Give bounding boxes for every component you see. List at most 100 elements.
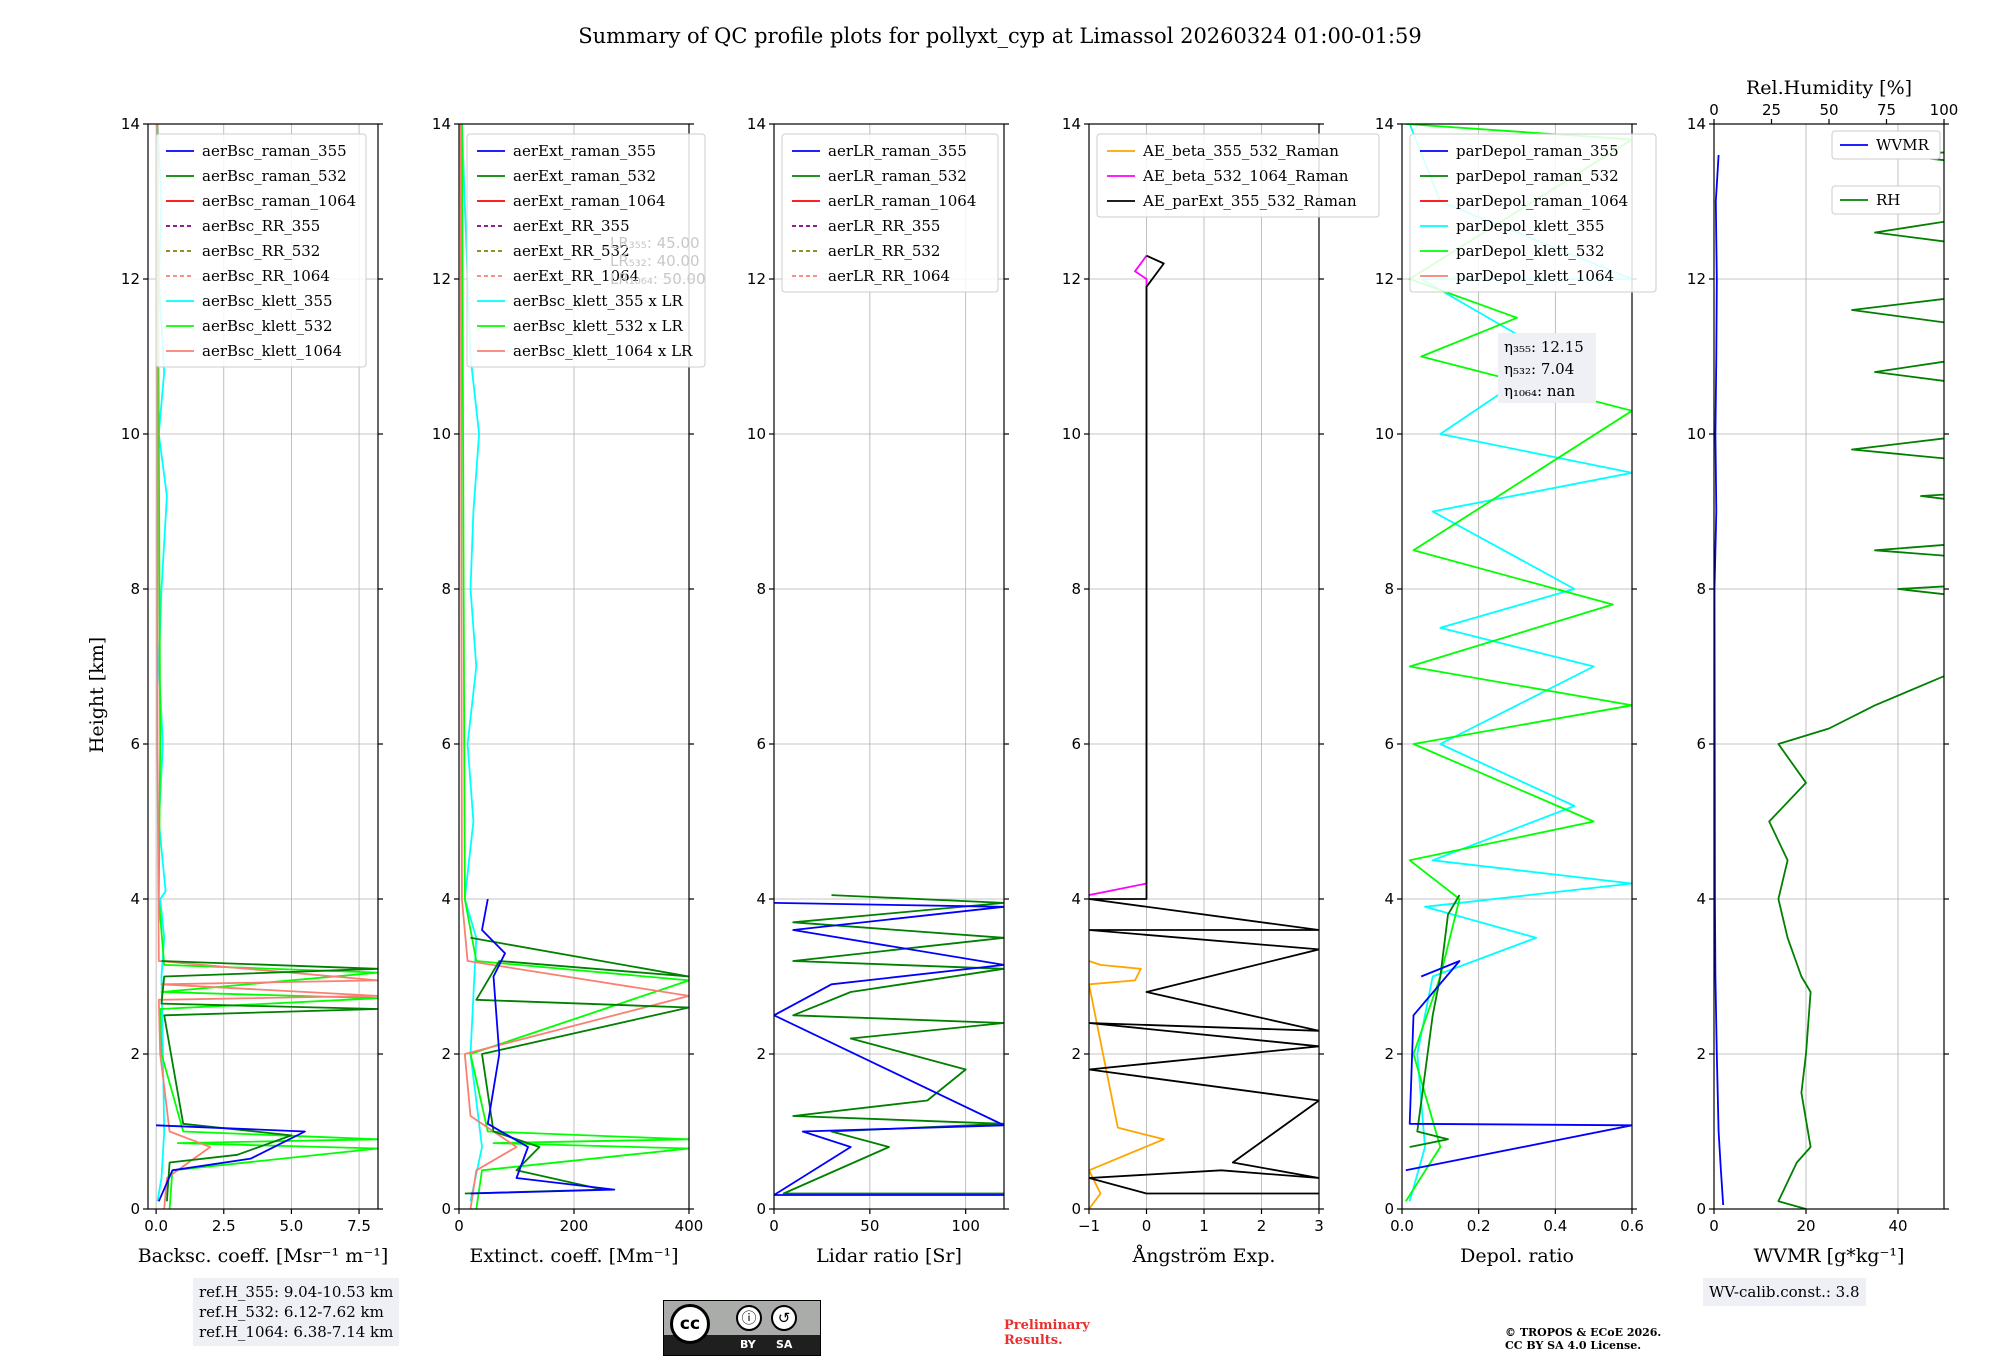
x-tick-label: 0.6 bbox=[1620, 1217, 1644, 1235]
refh-532: ref.H_532: 6.12-7.62 km bbox=[199, 1303, 384, 1321]
axes-frame bbox=[1401, 123, 1633, 1210]
legend-box bbox=[781, 133, 999, 293]
legend: aerExt_raman_355 aerExt_raman_532 aerExt_r… bbox=[466, 133, 706, 368]
eta-label: η₃₅₅: 12.15 bbox=[1504, 338, 1584, 356]
y-tick-label: 12 bbox=[121, 270, 140, 288]
legend-label: aerLR_raman_355 bbox=[828, 142, 967, 160]
x-tick-label: 100 bbox=[951, 1217, 980, 1235]
y-tick-label: 10 bbox=[121, 425, 140, 443]
by-icon: ⓘ bbox=[736, 1305, 762, 1331]
copyright-line-2: CC BY SA 4.0 License. bbox=[1505, 1339, 1642, 1352]
y-tick-label: 4 bbox=[1696, 890, 1706, 908]
series-aerBsc_klett_532 x LR bbox=[461, 124, 689, 1209]
legend-label: RH bbox=[1876, 191, 1900, 209]
y-tick-label: 4 bbox=[1384, 890, 1394, 908]
x-tick-label: 0 bbox=[769, 1217, 779, 1235]
series-AE_beta_355_532_Raman bbox=[1089, 960, 1165, 1209]
y-tick-label: 8 bbox=[441, 580, 451, 598]
lr-annotation: LR₃₅₅: 45.00 bbox=[610, 234, 700, 252]
series-group bbox=[1089, 254, 1319, 1209]
series-group bbox=[459, 124, 689, 1209]
legend-label: aerBsc_klett_532 x LR bbox=[513, 317, 684, 335]
legend-label: aerBsc_klett_532 bbox=[202, 317, 333, 335]
legend-label: aerBsc_raman_355 bbox=[202, 142, 347, 160]
y-tick-label: 12 bbox=[432, 270, 451, 288]
series-aerBsc_klett_1064 bbox=[156, 124, 378, 1209]
legend-box bbox=[155, 133, 367, 368]
axes-frame bbox=[147, 123, 379, 1210]
series-parDepol_raman_355 bbox=[1405, 960, 1632, 1172]
cc-sa-label: SA bbox=[776, 1338, 793, 1351]
x-tick-label: 2 bbox=[1257, 1217, 1267, 1235]
legend-label: AE_beta_532_1064_Raman bbox=[1142, 167, 1349, 185]
series-aerBsc_raman_532 bbox=[160, 960, 378, 1202]
y-tick-label: 0 bbox=[1071, 1200, 1081, 1218]
x-tick-label: 2.5 bbox=[212, 1217, 236, 1235]
y-tick-label: 8 bbox=[756, 580, 766, 598]
y-tick-label: 4 bbox=[756, 890, 766, 908]
legend: AE_beta_355_532_Raman AE_beta_532_1064_Ra… bbox=[1096, 133, 1380, 218]
legend-wvmr: WVMR bbox=[1831, 130, 1941, 160]
y-tick-label: 10 bbox=[1687, 425, 1706, 443]
sa-icon: ↺ bbox=[771, 1305, 797, 1331]
x-tick-label: 7.5 bbox=[347, 1217, 371, 1235]
legend-label: aerExt_raman_532 bbox=[513, 167, 656, 185]
top-x-axis-label: Rel.Humidity [%] bbox=[1746, 77, 1912, 99]
y-tick-label: 2 bbox=[441, 1045, 451, 1063]
y-tick-label: 4 bbox=[1071, 890, 1081, 908]
y-tick-label: 2 bbox=[1071, 1045, 1081, 1063]
y-tick-label: 4 bbox=[130, 890, 140, 908]
legend-label: aerBsc_RR_355 bbox=[202, 217, 320, 235]
x-tick-label: 0 bbox=[1142, 1217, 1152, 1235]
cc-icon: cc bbox=[670, 1304, 710, 1344]
plot-area bbox=[1714, 124, 1944, 1209]
y-tick-label: 0 bbox=[441, 1200, 451, 1218]
legend-label: AE_beta_355_532_Raman bbox=[1142, 142, 1339, 160]
x-tick-label: 40 bbox=[1888, 1217, 1907, 1235]
lr-annotation: LR₁₀₆₄: 50.00 bbox=[610, 270, 706, 288]
legend-label: aerExt_RR_355 bbox=[513, 217, 630, 235]
y-tick-label: 6 bbox=[441, 735, 451, 753]
preliminary-line-2: Results. bbox=[1004, 1333, 1063, 1348]
preliminary-line-1: Preliminary bbox=[1004, 1318, 1090, 1333]
y-tick-label: 14 bbox=[432, 115, 451, 133]
refh-1064: ref.H_1064: 6.38-7.14 km bbox=[199, 1323, 394, 1341]
legend-label: aerBsc_klett_355 x LR bbox=[513, 292, 684, 310]
y-tick-label: 0 bbox=[1384, 1200, 1394, 1218]
legend-label: aerBsc_klett_1064 bbox=[202, 342, 342, 360]
y-tick-label: 2 bbox=[1384, 1045, 1394, 1063]
top-x-tick-label: 50 bbox=[1819, 101, 1838, 119]
y-tick-label: 0 bbox=[756, 1200, 766, 1218]
legend-label: aerBsc_RR_1064 bbox=[202, 267, 330, 285]
x-tick-label: 1 bbox=[1199, 1217, 1209, 1235]
x-axis-label: Backsc. coeff. [Msr⁻¹ m⁻¹] bbox=[138, 1245, 389, 1267]
y-tick-label: 14 bbox=[1687, 115, 1706, 133]
y-tick-label: 14 bbox=[1375, 115, 1394, 133]
series-aerExt_raman_532 bbox=[464, 936, 689, 1195]
legend-box bbox=[466, 133, 706, 368]
y-tick-label: 14 bbox=[1062, 115, 1081, 133]
legend-label: aerBsc_raman_1064 bbox=[202, 192, 356, 210]
eta-label: η₁₀₆₄: nan bbox=[1504, 382, 1575, 400]
x-tick-label: 0 bbox=[1709, 1217, 1719, 1235]
series-aerLR_raman_532 bbox=[782, 894, 1004, 1195]
panel-extinction: 0 2 4 6 8 10 12 14 0 200 400 Extinct. coeff. [Mm⁻¹]… bbox=[432, 115, 706, 1267]
copyright-note: © TROPOS & ECoE 2026. CC BY SA 4.0 Licen… bbox=[1505, 1326, 1661, 1352]
y-tick-label: 2 bbox=[756, 1045, 766, 1063]
y-tick-label: 12 bbox=[747, 270, 766, 288]
x-axis-label: WVMR [g*kg⁻¹] bbox=[1754, 1245, 1905, 1267]
legend-label: parDepol_raman_1064 bbox=[1456, 192, 1628, 210]
eta-box bbox=[1498, 333, 1596, 403]
legend-label: aerBsc_klett_1064 x LR bbox=[513, 342, 693, 360]
x-tick-label: 20 bbox=[1796, 1217, 1815, 1235]
y-tick-label: 0 bbox=[130, 1200, 140, 1218]
legend-rh: RH bbox=[1831, 185, 1941, 215]
y-tick-label: 14 bbox=[121, 115, 140, 133]
y-tick-label: 6 bbox=[1384, 735, 1394, 753]
legend-label: aerLR_raman_532 bbox=[828, 167, 967, 185]
series-RH bbox=[1768, 151, 1944, 1209]
wv-calibration-box: WV-calib.const.: 3.8 bbox=[1703, 1278, 1866, 1306]
y-tick-label: 6 bbox=[1071, 735, 1081, 753]
